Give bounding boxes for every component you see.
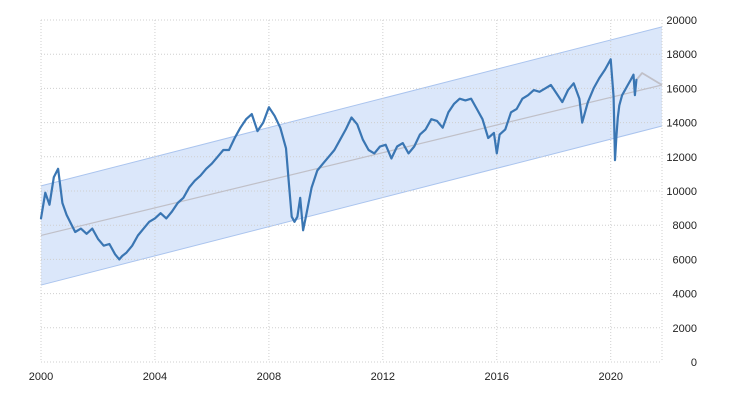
y-tick-label: 12000 — [666, 152, 697, 164]
y-axis-labels: 0 2000 4000 6000 8000 10000 12000 14000 16000 180… — [666, 15, 697, 369]
x-tick-label: 2020 — [598, 371, 622, 383]
x-tick-label: 2000 — [29, 371, 53, 383]
trend-line — [40, 84, 663, 237]
x-tick-label: 2012 — [371, 371, 395, 383]
y-tick-label: 20000 — [666, 15, 697, 27]
y-tick-label: 2000 — [673, 323, 697, 335]
y-tick-label: 4000 — [673, 289, 697, 301]
x-axis-labels: 2000 2004 2008 2012 2016 2020 — [29, 371, 623, 383]
x-tick-label: 2004 — [143, 371, 167, 383]
forecast-line — [635, 72, 663, 86]
channel-layer — [40, 26, 663, 286]
y-tick-label: 8000 — [673, 220, 697, 232]
series-line — [39, 58, 638, 261]
trend-layer — [40, 72, 663, 237]
y-tick-label: 16000 — [666, 83, 697, 95]
grid-layer — [40, 19, 663, 363]
y-tick-label: 0 — [691, 357, 697, 369]
y-tick-label: 10000 — [666, 186, 697, 198]
y-tick-label: 6000 — [673, 254, 697, 266]
x-tick-label: 2016 — [485, 371, 509, 383]
x-tick-label: 2008 — [257, 371, 281, 383]
series-layer — [39, 58, 638, 261]
y-tick-label: 18000 — [666, 49, 697, 61]
channel-lower-line — [40, 125, 663, 286]
y-tick-label: 14000 — [666, 118, 697, 130]
channel-upper-line — [40, 26, 663, 187]
channel-band — [41, 26, 662, 286]
